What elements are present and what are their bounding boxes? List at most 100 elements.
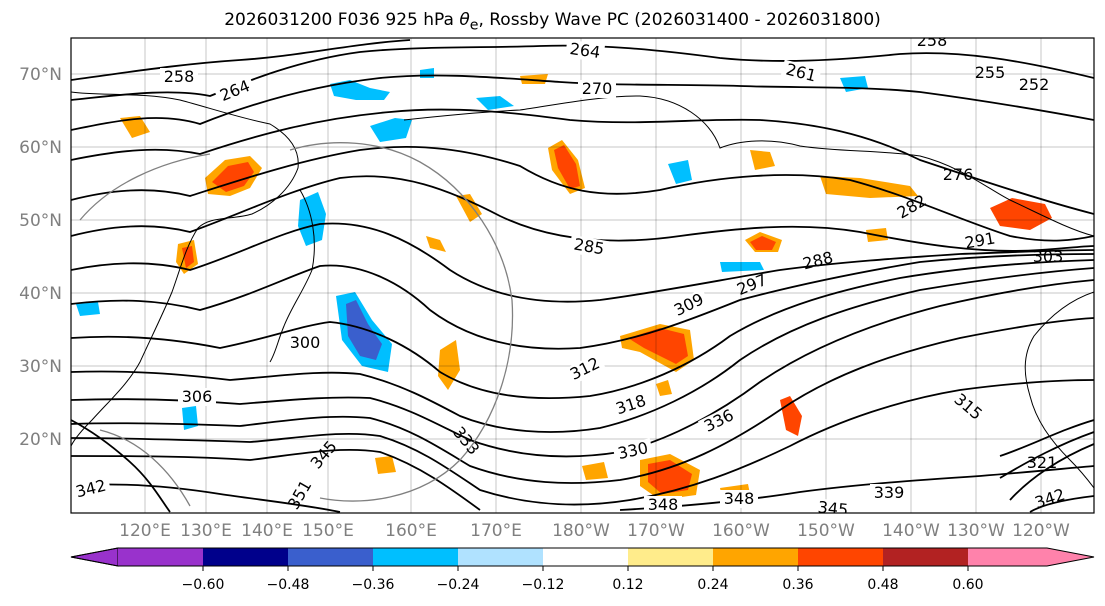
contour-label: 339 bbox=[874, 483, 905, 502]
warm-patch bbox=[628, 328, 688, 364]
contour-label-bg bbox=[564, 39, 606, 63]
warm-patch bbox=[582, 462, 608, 480]
warm-patch bbox=[820, 176, 918, 198]
lon-label: 150°E bbox=[302, 521, 354, 541]
warm-patch bbox=[426, 236, 446, 252]
lat-label: 40°N bbox=[19, 284, 62, 304]
contour-line bbox=[1029, 495, 1094, 513]
reference-circles bbox=[79, 142, 514, 507]
colorbar-tick-label: 0.12 bbox=[612, 577, 643, 593]
lat-label: 70°N bbox=[19, 65, 62, 85]
colorbar-outline bbox=[70, 547, 1095, 567]
lon-label: 150°W bbox=[797, 521, 855, 541]
contour-label: 303 bbox=[1033, 247, 1064, 266]
warm-patch bbox=[120, 116, 150, 138]
lon-label: 160°E bbox=[385, 521, 437, 541]
colorbar-tick-label: 0.48 bbox=[867, 577, 898, 593]
colorbar-tick-label: −0.48 bbox=[267, 577, 310, 593]
contour-label-bg bbox=[667, 288, 711, 322]
coastline-japan bbox=[269, 189, 315, 363]
colorbar-swatch bbox=[288, 548, 373, 566]
colorbar-tick-label: 0.36 bbox=[782, 577, 813, 593]
colorbar: −0.60 −0.48 −0.36 −0.24 −0.12 0.12 0.24 … bbox=[70, 547, 1095, 593]
lon-label: 140°W bbox=[882, 521, 940, 541]
warm-patch bbox=[554, 145, 580, 189]
gridlines bbox=[71, 38, 1094, 513]
contour-label: 270 bbox=[582, 79, 613, 98]
cool-patch bbox=[182, 406, 198, 430]
lon-label: 170°W bbox=[627, 521, 685, 541]
warm-patch bbox=[648, 460, 692, 494]
warm-patch bbox=[750, 236, 776, 250]
coastlines bbox=[71, 91, 1094, 489]
contour-label: 255 bbox=[975, 63, 1006, 82]
contour-line bbox=[71, 267, 1094, 433]
coastline-north-america bbox=[1024, 291, 1094, 489]
title-prefix: 2026031200 F036 925 hPa bbox=[224, 10, 460, 30]
contour-label-bg bbox=[780, 59, 822, 87]
reference-circle bbox=[289, 142, 514, 502]
colorbar-ticks bbox=[202, 566, 969, 571]
contour-labels: 258 264 264 258 261 255 252 270 276 282 … bbox=[71, 38, 1067, 519]
cool-patch bbox=[330, 80, 390, 100]
warm-patch bbox=[182, 246, 194, 268]
warm-patch bbox=[990, 198, 1052, 230]
contour-label-bg bbox=[563, 352, 607, 386]
colorbar-swatch bbox=[458, 548, 543, 566]
cool-patch bbox=[298, 192, 326, 246]
colorbar-tick-label: −0.60 bbox=[182, 577, 225, 593]
contour-line bbox=[71, 279, 1094, 458]
cool-patch bbox=[76, 302, 100, 316]
contour-line bbox=[1009, 443, 1094, 501]
latitude-labels: 70°N 60°N 50°N 40°N 30°N 20°N bbox=[19, 65, 62, 450]
contour-line bbox=[71, 259, 1094, 400]
lat-label: 60°N bbox=[19, 138, 62, 158]
contour-label-bg bbox=[612, 438, 654, 464]
contour-label: 306 bbox=[182, 387, 213, 406]
contour-line bbox=[71, 39, 411, 81]
contour-label: 252 bbox=[1019, 75, 1050, 94]
contour-label-bg bbox=[214, 75, 256, 107]
colorbar-swatch bbox=[1047, 548, 1094, 566]
contour-label: 345 bbox=[817, 497, 849, 519]
lon-label: 140°E bbox=[241, 521, 293, 541]
contour-line bbox=[71, 483, 341, 513]
contour-line bbox=[71, 108, 1094, 215]
lon-label: 160°W bbox=[712, 521, 770, 541]
contour-label-bg bbox=[578, 80, 616, 98]
colorbar-swatch bbox=[203, 548, 288, 566]
contour-line bbox=[71, 146, 1094, 242]
contour-label-bg bbox=[813, 498, 853, 513]
reference-circle bbox=[99, 429, 191, 507]
contour-label-bg bbox=[178, 388, 216, 406]
title-theta: θ bbox=[459, 10, 470, 30]
warm-patch bbox=[656, 380, 672, 396]
colorbar-swatch bbox=[373, 548, 458, 566]
cool-patch bbox=[370, 118, 412, 142]
contour-line bbox=[71, 222, 1094, 303]
warm-patch bbox=[375, 456, 396, 474]
title-sub: e bbox=[469, 17, 479, 34]
contour-label: 258 bbox=[164, 67, 195, 86]
colorbar-swatch bbox=[968, 548, 1047, 566]
contour-line bbox=[71, 419, 171, 513]
colorbar-tick-label: −0.24 bbox=[437, 577, 480, 593]
lon-label: 120°W bbox=[1012, 521, 1070, 541]
colorbar-tick-label: −0.36 bbox=[352, 577, 395, 593]
lon-label: 130°E bbox=[180, 521, 232, 541]
contour-label-bg bbox=[71, 475, 112, 503]
title-suffix: , Rossby Wave PC (2026031400 - 202603180… bbox=[478, 10, 881, 30]
warm-patch bbox=[212, 162, 254, 192]
coastline-alaska bbox=[403, 95, 1094, 237]
map-frame bbox=[70, 37, 1095, 514]
colorbar-tick-label: 0.24 bbox=[697, 577, 728, 593]
warm-patch bbox=[438, 340, 460, 390]
contour-label-bg bbox=[720, 490, 758, 508]
colorbar-swatch bbox=[883, 548, 968, 566]
map-panel: 258 264 264 258 261 255 252 270 276 282 … bbox=[71, 38, 1094, 519]
contour-label: 348 bbox=[648, 495, 679, 514]
contour-label: 348 bbox=[724, 489, 755, 508]
contour-label: 264 bbox=[569, 39, 602, 62]
colorbar-swatch bbox=[118, 548, 203, 566]
